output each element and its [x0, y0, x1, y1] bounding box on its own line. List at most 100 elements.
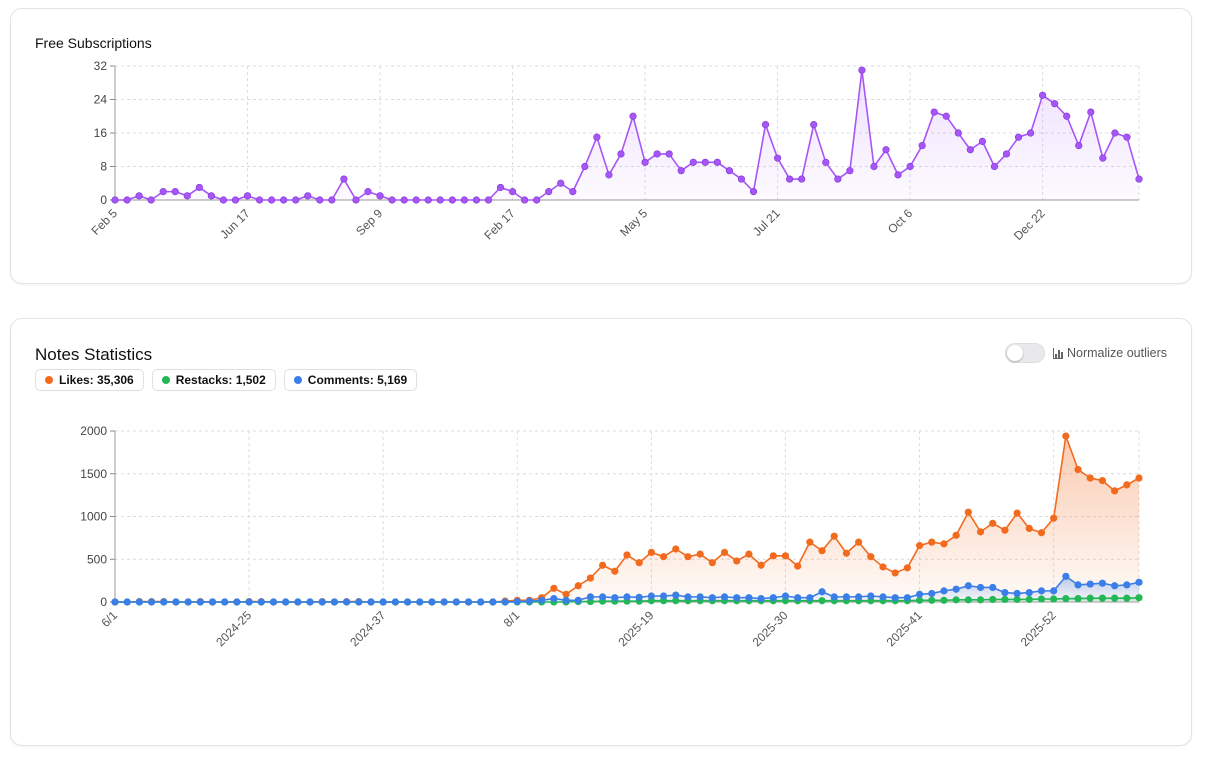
likes-point — [769, 552, 777, 560]
comments-point — [733, 594, 741, 602]
comments-point — [379, 598, 387, 606]
y-tick-label: 0 — [100, 595, 107, 609]
series-point — [436, 196, 444, 204]
restacks-dot-icon — [161, 376, 170, 384]
restacks-point — [989, 595, 997, 604]
likes-point — [745, 550, 753, 558]
restacks-point — [672, 597, 680, 605]
likes-point — [733, 557, 741, 565]
x-tick-label: Jul 21 — [750, 206, 783, 239]
series-point — [340, 175, 348, 183]
comments-point — [330, 598, 339, 606]
comments-point — [964, 582, 972, 590]
series-point — [183, 192, 191, 200]
likes-point — [586, 574, 595, 582]
notes-statistics-chart: 0 500 1000 1500 2000 6/1 2024-25 2024-37 8/1 2025… — [80, 424, 1143, 649]
series-point — [533, 196, 541, 204]
restacks-point — [915, 596, 924, 604]
series-point — [689, 158, 697, 166]
comments-point — [489, 598, 497, 606]
comments-point — [282, 598, 290, 606]
likes-point — [635, 559, 643, 567]
comments-point — [794, 594, 802, 602]
free-subscriptions-card: Free Subscriptions 0 8 16 24 32 Feb 5 Jun 17 Se… — [10, 8, 1192, 284]
toggle-knob — [1006, 345, 1023, 361]
comments-point — [135, 598, 143, 606]
comments-point — [940, 587, 948, 595]
comments-dot-icon — [293, 376, 302, 384]
normalize-outliers-label-wrap[interactable]: Normalize outliers — [1052, 346, 1167, 360]
series-point — [316, 196, 324, 204]
comments-point — [696, 593, 704, 601]
likes-point — [1086, 474, 1094, 482]
comments-point — [781, 592, 790, 600]
likes-point — [842, 549, 851, 557]
y-tick-label: 1500 — [80, 467, 107, 481]
comments-point — [611, 594, 619, 602]
y-tick-label: 24 — [94, 93, 108, 107]
restacks-point — [952, 596, 960, 604]
comments-point — [635, 593, 643, 601]
series-point — [918, 141, 926, 150]
comments-point — [233, 598, 241, 606]
comments-point — [757, 594, 765, 603]
x-tick-label: Feb 5 — [89, 206, 121, 238]
legend-likes[interactable]: Likes: 35,306 — [35, 369, 144, 391]
legend-comments[interactable]: Comments: 5,169 — [283, 369, 418, 391]
comments-point — [1135, 578, 1143, 586]
comments-point — [830, 593, 838, 601]
series-point — [906, 162, 914, 171]
series-point — [810, 121, 818, 129]
series-point — [1014, 133, 1023, 141]
restacks-point — [1135, 594, 1143, 602]
likes-point — [891, 569, 899, 577]
comments-point — [976, 583, 985, 592]
series-point — [195, 183, 203, 192]
likes-point — [611, 567, 619, 575]
comments-point — [1098, 579, 1107, 587]
comments-point — [818, 588, 826, 596]
comments-point — [928, 589, 936, 598]
likes-point — [672, 545, 680, 553]
series-point — [629, 112, 637, 120]
notes-statistics-title: Notes Statistics — [35, 345, 153, 364]
series-point — [472, 196, 481, 204]
series-point — [605, 171, 613, 179]
comments-point — [550, 594, 558, 603]
series-point — [147, 196, 155, 204]
likes-point — [781, 552, 790, 560]
likes-point — [684, 553, 692, 561]
legend-restacks[interactable]: Restacks: 1,502 — [151, 369, 276, 391]
series-point — [159, 188, 167, 196]
series-point — [1087, 108, 1095, 116]
series-point — [786, 175, 794, 183]
likes-point — [1123, 481, 1131, 489]
comments-point — [221, 598, 229, 606]
likes-point — [964, 508, 972, 516]
likes-point — [599, 561, 607, 569]
series-point — [990, 162, 999, 171]
y-tick-label: 16 — [94, 126, 108, 140]
likes-point — [915, 541, 924, 550]
series-point — [219, 196, 228, 204]
comments-point — [867, 592, 875, 600]
comments-point — [452, 598, 460, 606]
series-point — [123, 196, 131, 204]
likes-point — [1025, 524, 1033, 533]
comments-point — [720, 593, 729, 601]
restacks-point — [1111, 594, 1119, 602]
series-point — [798, 175, 806, 183]
likes-point — [830, 532, 838, 540]
normalize-outliers-toggle[interactable] — [1004, 343, 1045, 363]
comments-point — [343, 598, 351, 606]
series-point — [171, 188, 179, 196]
comments-point — [403, 598, 412, 606]
restacks-point — [1001, 595, 1009, 604]
likes-point — [1062, 432, 1070, 440]
comments-point — [684, 593, 692, 601]
likes-point — [989, 519, 997, 527]
comments-point — [355, 598, 363, 606]
series-point — [448, 196, 456, 204]
restacks-point — [964, 596, 972, 604]
x-tick-label: 2025-52 — [1018, 608, 1059, 649]
